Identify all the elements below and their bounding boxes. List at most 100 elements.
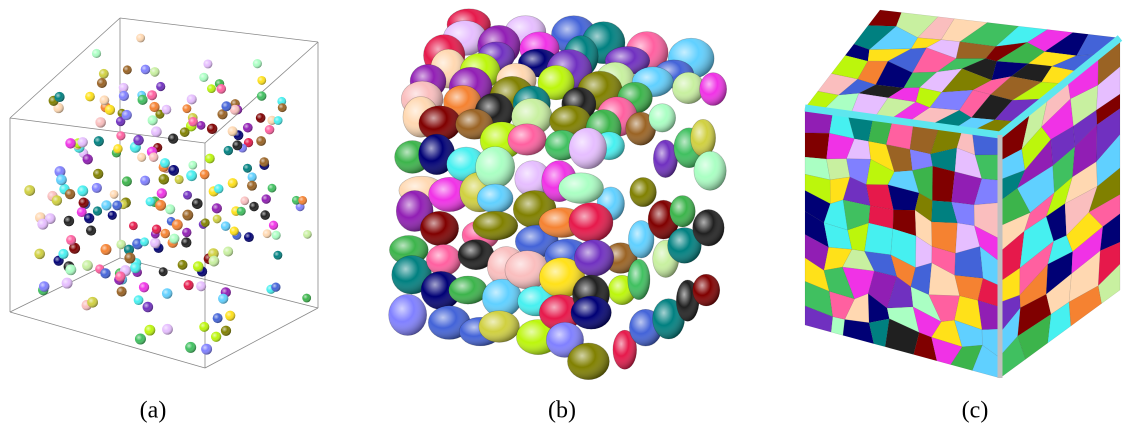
sphere-shade [260,210,270,220]
cube-edge [10,312,205,368]
page: (a) (b) (c) (() => { const data = JSON.p… [0,0,1137,438]
sphere-shade [240,196,249,205]
sphere-shade [263,229,272,238]
sphere-shade [139,282,149,292]
sphere-shade [243,123,253,133]
sphere-shade [172,219,183,230]
sphere-shade [92,49,101,58]
sphere-shade [155,200,166,211]
sphere-shade [268,184,277,193]
cube-edge [120,18,318,42]
sphere-shade [244,232,254,242]
panel-label: (a) [140,398,167,424]
grain-shade [569,203,613,242]
sphere-shade [200,170,210,180]
sphere-shade [64,216,74,226]
sphere-shade [298,196,307,205]
sphere-shade [100,95,110,105]
sphere-shade [101,200,111,210]
sphere-shade [269,221,278,230]
sphere-shade [237,207,246,216]
sphere-shade [157,188,167,198]
sphere-shade [243,164,252,173]
sphere-shade [110,190,119,199]
sphere-shade [130,262,141,273]
grain-face [932,166,954,202]
sphere-shade [265,125,274,134]
sphere-shade [52,195,62,205]
sphere-shade [168,134,178,144]
sphere-shade [162,288,173,299]
sphere-shade [112,201,122,211]
panel-label: (b) [548,398,576,424]
sphere-shade [253,59,262,68]
sphere-shade [187,94,197,104]
sphere-shade [213,313,223,323]
grain-face [865,223,893,255]
sphere-shade [86,225,96,235]
sphere-shade [203,59,212,68]
sphere-shade [218,294,228,304]
grain-shade [693,274,720,306]
sphere-shade [92,183,102,193]
sphere-shade [207,84,216,93]
sphere-shade [180,127,190,137]
sphere-shade [56,174,67,185]
sphere-shade [39,281,50,292]
sphere-shade [136,34,145,43]
sphere-shade [259,157,269,167]
sphere-shade [94,136,104,146]
sphere-shade [205,154,215,164]
sphere-shade [34,249,45,260]
grain-face [826,159,849,180]
grain-face [831,317,845,336]
sphere-shade [62,278,73,289]
sphere-shade [223,247,233,257]
sphere-shade [138,95,148,105]
sphere-shade [119,91,129,101]
figure: (a) (b) (c) [0,0,1137,438]
grain-shade [574,240,613,276]
sphere-shade [274,116,283,125]
sphere-shade [95,117,106,128]
sphere-shade [196,281,206,291]
sphere-shade [122,176,132,186]
panel-c [805,10,1120,378]
sphere-shade [188,161,197,170]
sphere-shade [129,221,138,230]
sphere-shade [93,169,103,179]
grain-shade [700,73,727,106]
sphere-shade [224,146,233,155]
sphere-shade [168,165,179,176]
grain-shade [473,211,518,240]
sphere-shade [225,311,235,321]
panel-a [10,18,318,368]
sphere-shade [65,138,75,148]
grain-shade [670,196,695,227]
sphere-shade [271,283,280,292]
sphere-shade [211,332,221,342]
sphere-shade [185,342,196,353]
sphere-shade [175,175,184,184]
sphere-shade [134,295,144,305]
sphere-shade [83,154,93,164]
sphere-shade [199,322,209,332]
grain-shade [693,210,725,247]
sphere-shade [122,110,132,120]
grain-shade [508,124,547,155]
sphere-shade [228,126,238,136]
sphere-shade [207,124,217,134]
grain-shade [691,119,716,156]
sphere-shade [65,264,76,275]
sphere-shade [147,90,157,100]
sphere-shade [273,251,282,260]
sphere-shade [201,218,210,227]
sphere-shade [37,219,48,230]
sphere-shade [201,344,212,355]
sphere-shade [230,227,239,236]
sphere-shade [85,92,95,102]
sphere-shade [278,103,287,112]
sphere-shade [54,92,64,102]
grain-shade [426,244,461,275]
sphere-shade [156,82,165,91]
